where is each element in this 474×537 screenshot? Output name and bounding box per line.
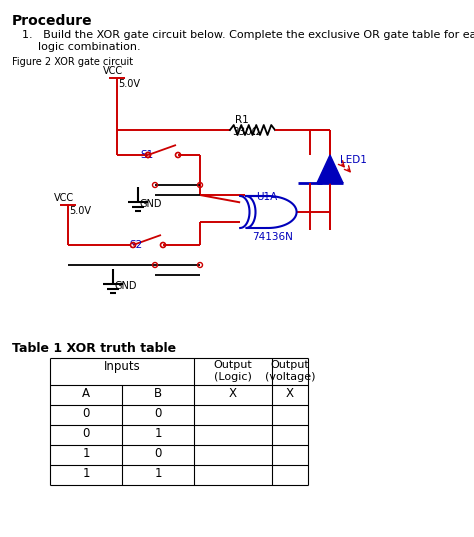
Polygon shape [246,196,297,228]
Text: VCC: VCC [54,193,74,203]
Text: 1: 1 [82,447,90,460]
Text: 330Ω: 330Ω [232,127,260,137]
Text: X: X [229,387,237,400]
Text: A: A [82,387,90,400]
Text: Output
(Logic): Output (Logic) [214,360,252,382]
Text: 0: 0 [82,407,90,420]
Polygon shape [298,155,322,183]
Text: 74136N: 74136N [252,232,293,242]
Text: 1: 1 [82,467,90,480]
Text: 5.0V: 5.0V [69,206,91,216]
Text: 1: 1 [154,427,162,440]
Text: S2: S2 [129,240,142,250]
Text: 0: 0 [155,447,162,460]
Text: Procedure: Procedure [12,14,92,28]
Text: R1: R1 [235,115,249,125]
Text: VCC: VCC [103,66,123,76]
Text: B: B [154,387,162,400]
Text: 1: 1 [154,467,162,480]
Text: Output
(voltage): Output (voltage) [265,360,315,382]
Text: 5.0V: 5.0V [118,79,140,89]
Text: GND: GND [140,199,163,209]
Text: X: X [286,387,294,400]
Text: U1A: U1A [256,192,277,202]
Text: Inputs: Inputs [104,360,140,373]
Text: logic combination.: logic combination. [38,42,141,52]
Text: LED1: LED1 [340,155,367,165]
Text: 0: 0 [155,407,162,420]
Text: Figure 2 XOR gate circuit: Figure 2 XOR gate circuit [12,57,133,67]
Text: Table 1 XOR truth table: Table 1 XOR truth table [12,342,176,355]
Text: 0: 0 [82,427,90,440]
Text: GND: GND [115,281,137,291]
Text: S1: S1 [140,150,153,160]
Text: 1.   Build the XOR gate circuit below. Complete the exclusive OR gate table for : 1. Build the XOR gate circuit below. Com… [22,30,474,40]
Polygon shape [317,155,343,183]
